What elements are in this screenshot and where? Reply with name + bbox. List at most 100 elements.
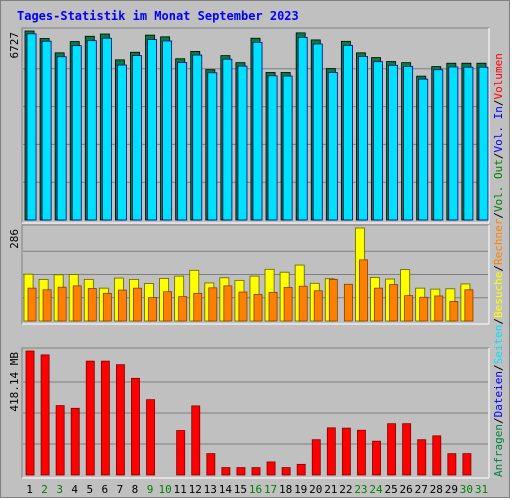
bar-seiten bbox=[56, 56, 67, 221]
legend-entry: Volumen bbox=[492, 53, 505, 99]
x-tick-label: 25 bbox=[384, 483, 397, 496]
chart-title: Tages-Statistik im Monat September 2023 bbox=[17, 9, 299, 23]
bar-volumen bbox=[55, 405, 65, 476]
bar-volumen bbox=[311, 439, 321, 476]
bar-volumen bbox=[341, 427, 351, 476]
legend-entry: / bbox=[492, 212, 505, 219]
bar-volumen bbox=[236, 467, 246, 476]
bar-rechner bbox=[449, 301, 459, 322]
bar-seiten bbox=[26, 33, 37, 221]
x-tick-label: 14 bbox=[219, 483, 233, 496]
bar-seiten bbox=[132, 55, 142, 221]
x-tick-label: 11 bbox=[174, 483, 187, 496]
bar-rechner bbox=[163, 291, 173, 322]
x-tick-label: 3 bbox=[56, 483, 63, 496]
bar-volumen bbox=[221, 467, 231, 476]
bar-rechner bbox=[42, 289, 52, 322]
bar-rechner bbox=[148, 297, 157, 322]
legend-entry: Seiten bbox=[492, 325, 505, 365]
bar-seiten bbox=[252, 41, 263, 221]
x-tick-label: 9 bbox=[147, 483, 154, 496]
x-tick-label: 1 bbox=[26, 483, 33, 496]
bar-volumen bbox=[372, 440, 381, 476]
legend-entry: / bbox=[492, 152, 505, 159]
x-tick-label: 6 bbox=[102, 483, 109, 496]
x-tick-label: 4 bbox=[71, 483, 78, 496]
bar-seiten bbox=[177, 62, 188, 221]
bar-seiten bbox=[463, 66, 474, 221]
bar-volumen bbox=[40, 354, 50, 476]
x-tick-label: 10 bbox=[158, 483, 171, 496]
x-tick-label: 19 bbox=[294, 483, 307, 496]
bar-rechner bbox=[102, 292, 112, 322]
bar-rechner bbox=[283, 287, 293, 322]
bar-volumen bbox=[146, 399, 155, 476]
x-tick-label: 8 bbox=[132, 483, 139, 496]
bar-seiten bbox=[448, 66, 459, 221]
bar-seiten bbox=[327, 72, 338, 221]
bar-seiten bbox=[222, 58, 233, 221]
bar-seiten bbox=[147, 39, 157, 221]
bar-volumen bbox=[191, 405, 201, 476]
bar-rechner bbox=[178, 296, 188, 322]
bar-seiten bbox=[312, 43, 323, 221]
x-tick-label: 21 bbox=[324, 483, 337, 496]
bar-seiten bbox=[267, 75, 278, 221]
x-tick-label: 16 bbox=[249, 483, 262, 496]
bar-volumen bbox=[326, 427, 336, 476]
x-tick-label: 18 bbox=[279, 483, 292, 496]
bar-rechner bbox=[87, 288, 97, 322]
bar-rechner bbox=[434, 295, 444, 322]
bar-volumen bbox=[296, 463, 306, 476]
x-tick-label: 24 bbox=[369, 483, 383, 496]
bar-rechner bbox=[313, 290, 323, 322]
bar-volumen bbox=[25, 350, 35, 476]
bar-rechner bbox=[464, 289, 474, 322]
bar-seiten bbox=[418, 78, 429, 221]
bar-rechner bbox=[419, 296, 429, 322]
x-tick-label: 7 bbox=[117, 483, 124, 496]
x-tick-label: 31 bbox=[475, 483, 488, 496]
x-tick-label: 26 bbox=[400, 483, 413, 496]
bar-rechner bbox=[117, 289, 127, 322]
x-tick-label: 13 bbox=[204, 483, 217, 496]
x-tick-label: 27 bbox=[415, 483, 428, 496]
legend-entry: / bbox=[492, 417, 505, 424]
x-tick-label: 15 bbox=[234, 483, 247, 496]
x-tick-label: 22 bbox=[339, 483, 352, 496]
bar-rechner bbox=[359, 259, 368, 322]
bar-rechner bbox=[72, 285, 82, 322]
bar-rechner bbox=[298, 285, 308, 322]
legend-entry: / bbox=[492, 364, 505, 371]
bar-volumen bbox=[85, 360, 95, 476]
bar-seiten bbox=[86, 40, 97, 221]
legend-entry: Besuche bbox=[492, 272, 505, 318]
bar-seiten bbox=[207, 72, 218, 221]
bar-volumen bbox=[266, 461, 276, 476]
bar-volumen bbox=[131, 377, 140, 476]
x-tick-label: 30 bbox=[460, 483, 473, 496]
bar-volumen bbox=[402, 423, 412, 476]
bar-rechner bbox=[389, 284, 399, 322]
bar-volumen bbox=[115, 364, 125, 476]
legend-entry: Rechner bbox=[492, 218, 505, 265]
bar-seiten bbox=[116, 64, 127, 221]
bar-seiten bbox=[358, 56, 368, 221]
bar-rechner bbox=[133, 287, 142, 322]
bar-seiten bbox=[192, 54, 203, 221]
bar-rechner bbox=[238, 291, 248, 322]
x-tick-label: 29 bbox=[445, 483, 458, 496]
bar-seiten bbox=[282, 75, 293, 221]
x-tick-label: 5 bbox=[86, 483, 93, 496]
panel-3-ymax-label: 418.14 MB bbox=[8, 352, 21, 412]
legend-entry: Anfragen bbox=[492, 424, 505, 477]
bar-seiten bbox=[388, 64, 399, 221]
bar-rechner bbox=[404, 295, 414, 322]
bar-rechner bbox=[328, 278, 338, 322]
x-tick-label: 20 bbox=[309, 483, 322, 496]
bar-volumen bbox=[417, 439, 427, 476]
bar-volumen bbox=[70, 407, 80, 476]
bar-rechner bbox=[208, 287, 218, 322]
bar-seiten bbox=[433, 69, 444, 221]
